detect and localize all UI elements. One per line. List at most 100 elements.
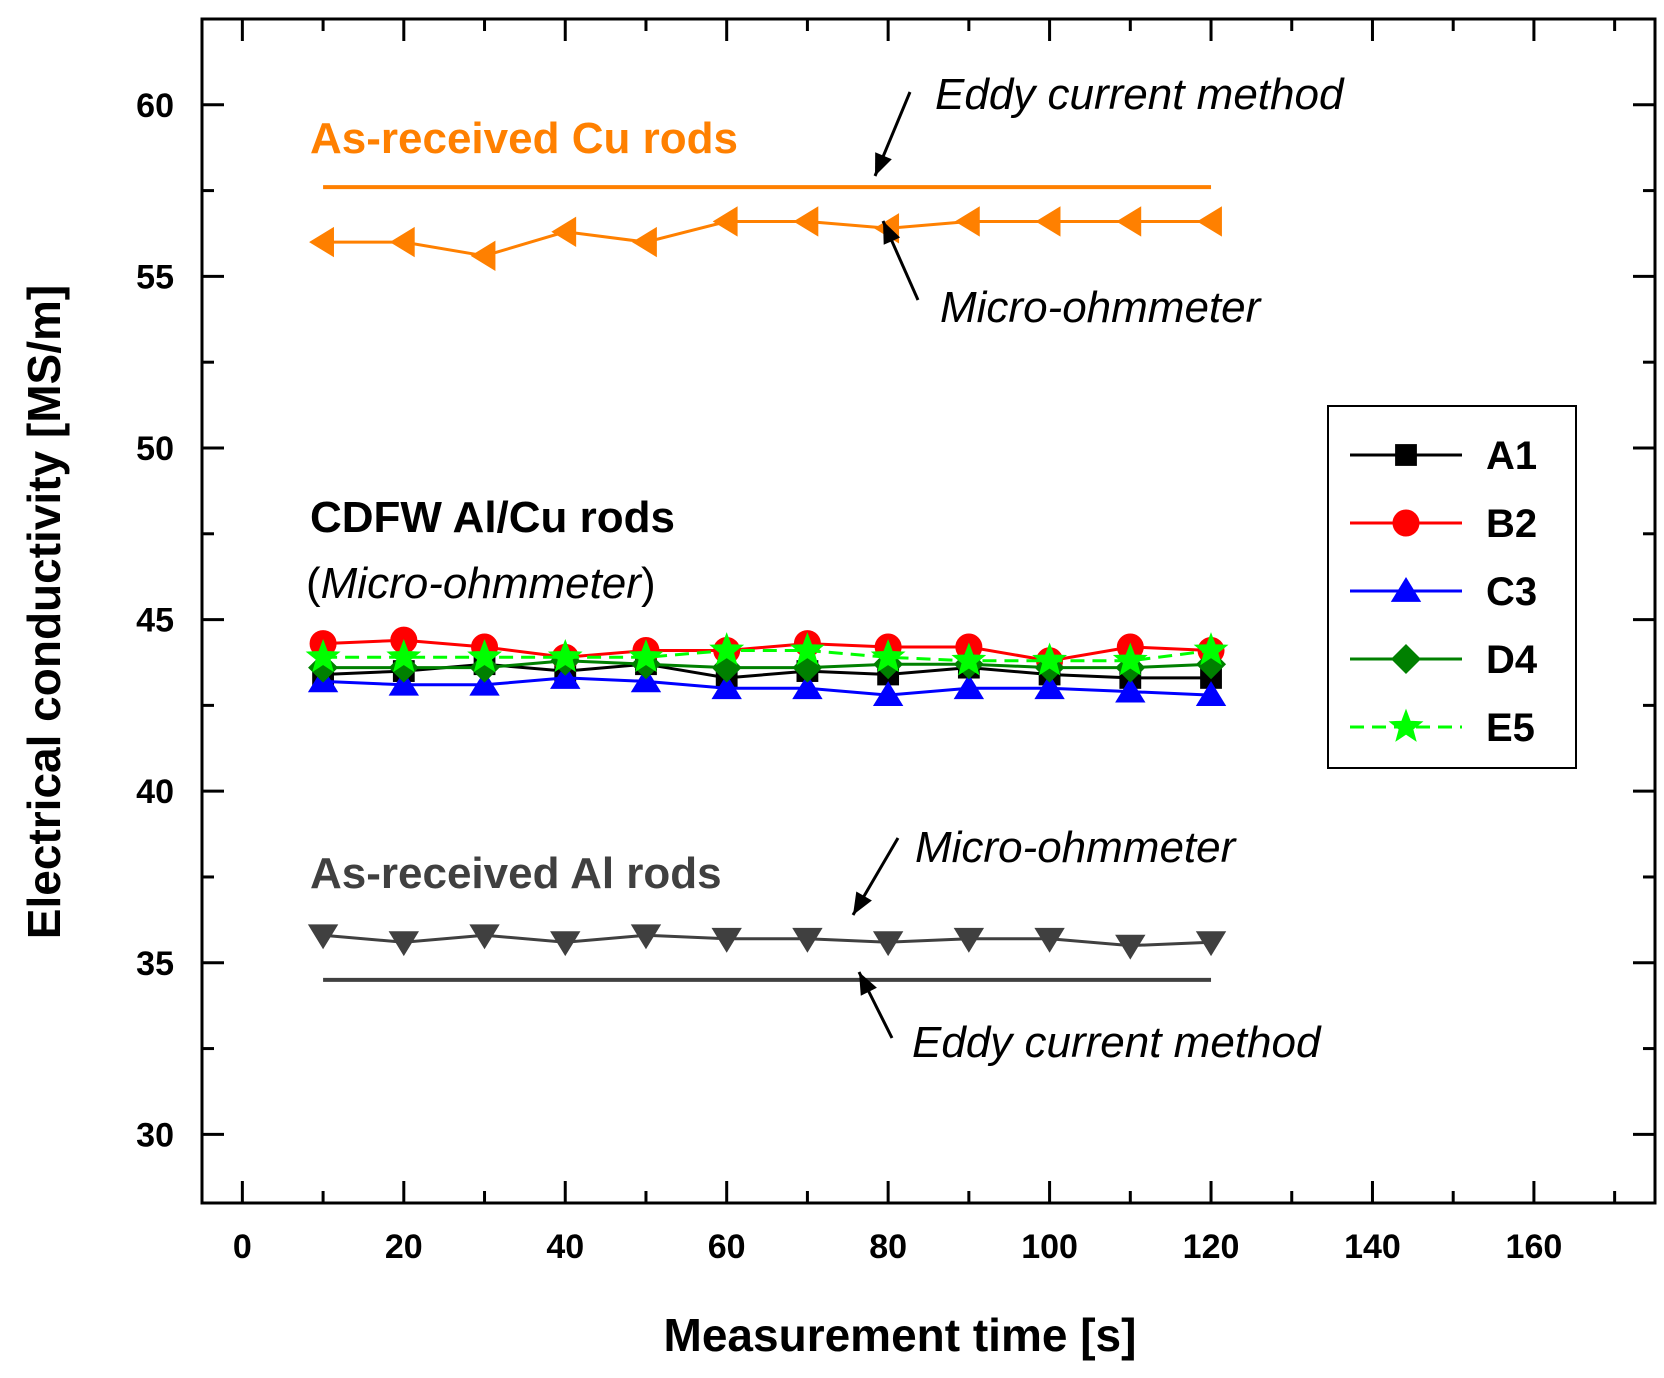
- legend-label: A1: [1486, 434, 1537, 478]
- y-tick-label: 60: [136, 87, 174, 125]
- data-point: [632, 226, 657, 258]
- plot-frame: [200, 17, 1657, 1205]
- legend-marker: [1395, 444, 1417, 466]
- data-point: [792, 927, 823, 953]
- x-axis-title: Measurement time [s]: [664, 1309, 1137, 1361]
- data-point: [953, 674, 985, 700]
- legend-label: D4: [1486, 638, 1538, 682]
- data-point: [1197, 206, 1222, 237]
- data-point: [469, 670, 500, 696]
- data-point: [469, 652, 500, 683]
- data-point: [1195, 931, 1227, 957]
- arrow-head: [859, 972, 877, 996]
- y-tick-label: 55: [136, 258, 174, 296]
- series-as-received-cu-rods-micro-ohmmeter-: [309, 206, 1222, 271]
- cu-eddy-label: Eddy current method: [935, 70, 1345, 119]
- y-tick-label: 30: [136, 1116, 174, 1154]
- legend-marker: [1388, 708, 1424, 742]
- data-point: [1034, 927, 1065, 953]
- data-point: [1034, 674, 1065, 700]
- series-line: [323, 638, 1212, 663]
- data-point: [305, 638, 341, 673]
- arrow-cu-eddy: [873, 91, 912, 177]
- data-point: [470, 240, 496, 271]
- data-point: [628, 638, 664, 673]
- arrow-al-micro: [851, 837, 900, 916]
- cdfw-paren-open: (: [306, 559, 321, 608]
- legend-label: E5: [1486, 706, 1535, 750]
- data-point: [550, 931, 581, 957]
- legend-marker: [1390, 577, 1422, 602]
- y-tick-label: 40: [136, 773, 174, 811]
- x-tick-label: 120: [1183, 1228, 1240, 1266]
- cdfw-method-text: Micro-ohmmeter: [321, 559, 644, 608]
- data-point: [386, 638, 422, 673]
- data-point: [469, 924, 500, 950]
- data-point: [870, 638, 906, 673]
- data-point: [953, 927, 985, 953]
- data-point: [388, 670, 419, 696]
- y-tick-label: 50: [136, 430, 174, 468]
- data-point: [793, 206, 819, 237]
- x-tick-label: 40: [546, 1228, 584, 1266]
- arrow-head: [853, 891, 872, 915]
- data-point: [712, 206, 738, 237]
- cu-micro-label: Micro-ohmmeter: [940, 283, 1263, 332]
- data-point: [1193, 632, 1229, 666]
- data-point: [872, 681, 904, 706]
- legend-marker: [1390, 643, 1422, 675]
- annotation-arrows: [851, 91, 920, 1039]
- data-point: [547, 639, 583, 673]
- data-point: [1035, 206, 1061, 237]
- al-eddy-label: Eddy current method: [912, 1018, 1322, 1067]
- data-point: [389, 226, 415, 258]
- x-tick-label: 0: [233, 1228, 252, 1266]
- al-micro-label: Micro-ohmmeter: [915, 823, 1238, 872]
- data-point: [308, 652, 339, 683]
- x-tick-label: 80: [869, 1228, 907, 1266]
- legend: A1 B2 C3 D4 E5: [1327, 405, 1577, 769]
- cu-rods-label: As-received Cu rods: [310, 114, 738, 163]
- data-point: [789, 632, 825, 666]
- y-axis-title: Electrical conductivity [MS/m]: [18, 285, 70, 939]
- series-line: [323, 676, 1212, 697]
- legend-box: [1327, 405, 1577, 769]
- data-series: [305, 206, 1229, 960]
- data-point: [467, 638, 502, 673]
- data-point: [630, 667, 662, 693]
- x-tick-label: 160: [1506, 1228, 1563, 1266]
- legend-entry-c3: C3: [1350, 570, 1537, 614]
- arrow-cu-micro: [881, 220, 920, 301]
- series-as-received-al-rods-micro-ohmmeter-: [307, 924, 1227, 960]
- axes: 0 20 40 60 80 100 120 140 160 30 35 40 45 50 55 60: [136, 17, 1657, 1266]
- series-line: [323, 649, 1212, 663]
- data-point: [388, 931, 419, 957]
- arrow-head: [875, 152, 892, 176]
- x-tick-label: 20: [385, 1228, 423, 1266]
- legend-entry-e5: E5: [1350, 706, 1535, 750]
- data-point: [1115, 677, 1146, 703]
- data-point: [951, 642, 987, 676]
- data-point: [550, 663, 581, 689]
- data-point: [1115, 934, 1146, 960]
- x-tick-label: 100: [1021, 1228, 1078, 1266]
- cdfw-rods-label: CDFW Al/Cu rods: [310, 493, 675, 542]
- series-c3: [307, 663, 1227, 706]
- data-point: [630, 924, 662, 950]
- series-a1: [312, 653, 1222, 689]
- cdfw-method-label: (Micro-ohmmeter): [306, 559, 656, 608]
- data-point: [872, 931, 904, 957]
- legend-label: B2: [1486, 502, 1537, 546]
- series-line: [323, 220, 1211, 258]
- legend-entry-d4: D4: [1350, 638, 1538, 682]
- data-point: [711, 674, 742, 700]
- legend-entry-a1: A1: [1350, 434, 1537, 478]
- series-line: [322, 933, 1212, 948]
- legend-entry-b2: B2: [1350, 502, 1537, 546]
- data-point: [1112, 642, 1148, 676]
- cdfw-paren-close: ): [641, 559, 656, 608]
- data-point: [1116, 206, 1142, 237]
- y-tick-label: 45: [136, 602, 174, 640]
- data-point: [309, 226, 334, 258]
